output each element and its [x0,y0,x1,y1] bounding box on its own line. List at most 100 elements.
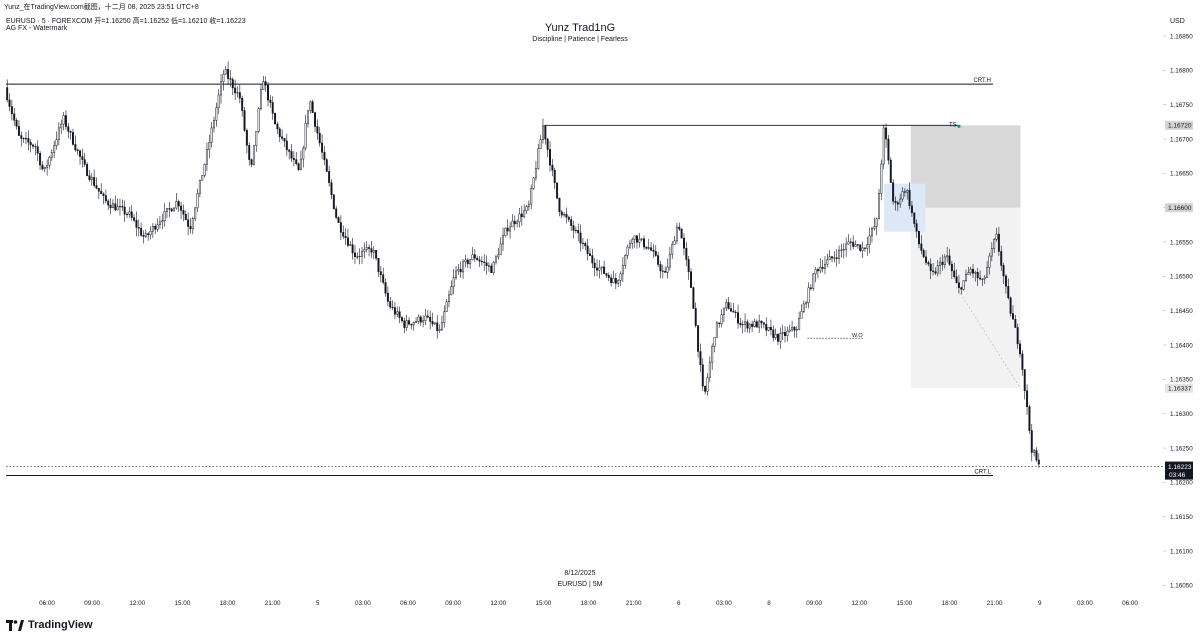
candle-body [722,307,725,315]
indicator-legend[interactable]: AG FX - Watermark [6,25,68,32]
candle [447,290,450,308]
candle-body [755,321,758,328]
currency-label[interactable]: USD [1170,18,1185,25]
price-tick-label: 1.16050 [1170,583,1193,590]
candle [795,326,798,338]
stop-zone[interactable] [910,125,1021,208]
symbol-ohlc-legend[interactable]: EURUSD · 5 · FOREXCOM 开=1.16250 高=1.1625… [6,18,246,25]
candle [523,204,526,219]
entry-price-badge[interactable] [1165,203,1193,213]
candle-body [899,198,902,205]
candle-body [74,144,77,151]
candle-body [955,276,958,283]
candle-body [464,259,467,263]
price-axis[interactable]: 1.16850 1.16800 1.16750 1.16700 1.16650 1.166… [1163,33,1193,590]
candle-body [278,128,281,137]
candle [845,237,848,257]
candle [885,123,888,148]
candle-body [744,321,747,325]
candle [565,207,568,224]
candle-body [638,238,641,243]
candle-body [351,244,354,254]
tradingview-footer[interactable]: TradingView [6,618,93,632]
candle-body [791,326,794,331]
candle-body [645,246,648,249]
candle-body [516,221,519,225]
candle [551,159,554,177]
candle-body [682,237,685,249]
candle-body [116,206,119,211]
candle-body [795,329,798,331]
candle [734,309,737,319]
candle-body [128,211,131,215]
candle-body [889,159,892,183]
candle [321,134,324,160]
candle [504,227,507,238]
crt-low-label[interactable]: CRT.L [974,470,991,476]
candle [196,188,199,213]
candle-body [497,254,500,258]
candle [229,70,232,87]
candle [135,211,138,237]
candle [598,260,601,279]
candle-body [530,188,533,205]
candle-body [471,254,474,260]
candle [351,237,354,260]
last-price-badge[interactable] [1165,461,1193,480]
candle [262,76,265,90]
candle [104,189,107,204]
candle-body [142,235,145,237]
time-axis[interactable]: 06:00 09:00 12:00 15:00 18:00 21:00 5 03:00 06:0… [39,600,1138,607]
time-tick-label: 15:00 [896,600,912,607]
stop-price-badge[interactable] [1165,120,1193,130]
candle-body [1037,459,1040,465]
price-tick-label: 1.16200 [1170,480,1193,487]
target-price-badge[interactable] [1165,383,1193,393]
price-chart[interactable]: CRT.H CRT.L TS W.O 1.16850 1.16800 1.16750… [0,0,1200,615]
candle-body [257,108,260,132]
candle-body [39,153,42,166]
candle-body [821,266,824,269]
time-tick-label: 03:00 [1077,600,1093,607]
candle [257,107,260,134]
candle [574,226,577,234]
candle [379,266,382,283]
price-tick-label: 1.16350 [1170,377,1193,384]
crt-high-label[interactable]: CRT.H [973,78,991,84]
candle-body [158,221,161,226]
candle [116,198,119,211]
candle-body [901,191,904,200]
candle-body [208,142,211,150]
candle-body [1004,275,1007,287]
candle-body [318,132,321,144]
candle-body [751,323,754,327]
target-zone[interactable] [910,207,1021,389]
ts-label[interactable]: TS [949,122,957,128]
candle [81,148,84,168]
candle [859,244,862,253]
candle [631,237,634,249]
weekly-open-label[interactable]: W.O [852,333,863,339]
candle-body [429,316,432,322]
candle-body [382,274,385,283]
candle-body [826,259,829,265]
candle-body [875,218,878,227]
candle [419,315,422,327]
candle-body [238,92,241,99]
candle-body [102,193,105,196]
candle-body [523,210,526,218]
candle-body [184,213,187,221]
candle [6,79,9,103]
candle [901,187,904,202]
candle [375,249,378,261]
candle [271,96,274,120]
candle-body [222,73,225,83]
candle-body [1011,313,1014,320]
candle-body [835,257,838,259]
candle-body [109,204,112,209]
candle [137,219,140,237]
candle [842,243,845,259]
candle-body [805,302,808,305]
candle [760,320,763,329]
candle [584,241,587,251]
